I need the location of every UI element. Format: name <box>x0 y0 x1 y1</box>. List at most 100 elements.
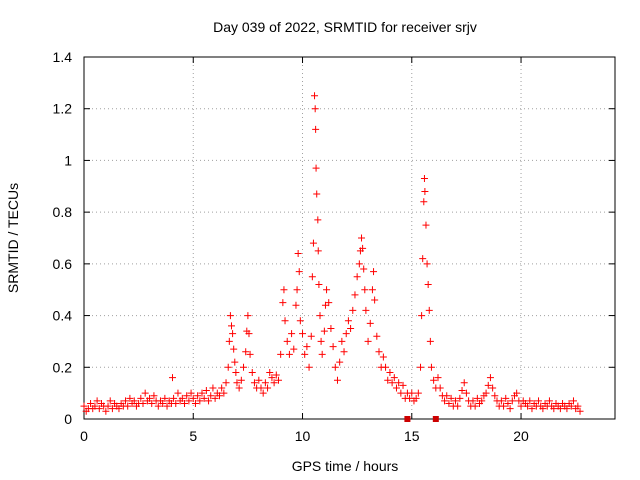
data-point <box>460 379 468 387</box>
data-point <box>508 397 516 405</box>
data-point <box>359 244 367 252</box>
data-point <box>434 374 442 382</box>
data-point <box>458 387 466 395</box>
data-point <box>230 345 238 353</box>
data-point <box>311 92 319 100</box>
data-point <box>318 350 326 358</box>
data-point <box>489 384 497 392</box>
data-point <box>408 389 416 397</box>
data-point <box>198 389 206 397</box>
data-point <box>148 399 156 407</box>
data-point <box>242 348 250 356</box>
data-point <box>384 376 392 384</box>
data-point <box>91 402 99 410</box>
data-point <box>424 281 432 289</box>
data-point <box>87 399 95 407</box>
data-point <box>313 190 321 198</box>
data-point <box>368 286 376 294</box>
data-point <box>329 343 337 351</box>
data-point <box>420 198 428 206</box>
data-point <box>355 260 363 268</box>
data-point <box>484 381 492 389</box>
data-point <box>397 389 405 397</box>
data-point <box>231 358 239 366</box>
data-point <box>283 337 291 345</box>
data-point <box>327 325 335 332</box>
data-point <box>285 350 293 358</box>
data-point <box>240 363 248 371</box>
data-point <box>545 397 553 405</box>
data-point <box>504 399 512 407</box>
data-point <box>340 348 348 356</box>
data-point <box>323 286 331 294</box>
data-point <box>183 392 191 400</box>
data-point <box>473 394 481 402</box>
grid-lines <box>84 57 615 419</box>
data-point <box>364 337 372 345</box>
data-point <box>294 250 302 258</box>
data-point <box>421 187 429 195</box>
data-point <box>115 405 123 413</box>
data-point <box>451 397 459 405</box>
data-point <box>462 389 470 397</box>
data-point <box>270 379 278 387</box>
data-point <box>336 358 344 366</box>
data-point <box>232 368 240 376</box>
y-axis: 0 0.2 0.4 0.6 0.8 1 1.2 1.4 <box>53 49 615 427</box>
data-point <box>272 371 280 379</box>
data-point <box>266 368 274 376</box>
data-point <box>563 405 571 413</box>
data-point <box>342 330 350 338</box>
data-point <box>185 397 193 405</box>
data-point <box>524 402 532 410</box>
data-point <box>312 164 320 172</box>
data-point <box>443 392 451 400</box>
x-tick-label: 5 <box>189 428 197 444</box>
data-point <box>189 394 197 402</box>
data-point <box>244 312 252 320</box>
data-point <box>425 306 433 314</box>
data-point <box>301 350 309 358</box>
data-point <box>447 394 455 402</box>
data-point <box>233 379 241 387</box>
data-point <box>222 379 230 387</box>
data-point <box>445 399 453 407</box>
data-point <box>550 405 558 413</box>
data-point <box>292 301 300 309</box>
data-point <box>486 374 494 382</box>
data-point <box>191 399 199 407</box>
data-point <box>362 306 370 314</box>
data-point <box>293 286 301 294</box>
data-point <box>417 363 425 371</box>
x-tick-label: 15 <box>404 428 420 444</box>
data-point <box>102 407 110 415</box>
data-point <box>526 397 534 405</box>
x-axis-title: GPS time / hours <box>292 458 399 474</box>
data-point <box>307 332 315 340</box>
data-point <box>418 312 426 320</box>
data-point <box>178 394 186 402</box>
data-point <box>331 363 339 371</box>
y-tick-label: 0.8 <box>53 204 73 220</box>
x-axis: 0 5 10 15 20 <box>80 57 529 444</box>
data-point <box>422 221 430 229</box>
data-point <box>315 281 323 289</box>
data-point <box>170 394 178 402</box>
data-point <box>574 402 582 410</box>
data-point <box>246 350 254 358</box>
data-point <box>209 384 217 392</box>
data-point <box>436 384 444 392</box>
data-point <box>154 402 162 410</box>
data-point <box>274 376 282 384</box>
data-point <box>207 392 215 400</box>
data-point <box>130 397 138 405</box>
data-point <box>535 397 543 405</box>
data-point <box>237 376 245 384</box>
data-point <box>215 392 223 400</box>
data-point <box>360 265 368 273</box>
data-point <box>456 394 464 402</box>
data-point <box>255 376 263 384</box>
data-point <box>471 402 479 410</box>
data-point <box>469 397 477 405</box>
y-tick-label: 0.4 <box>53 308 73 324</box>
